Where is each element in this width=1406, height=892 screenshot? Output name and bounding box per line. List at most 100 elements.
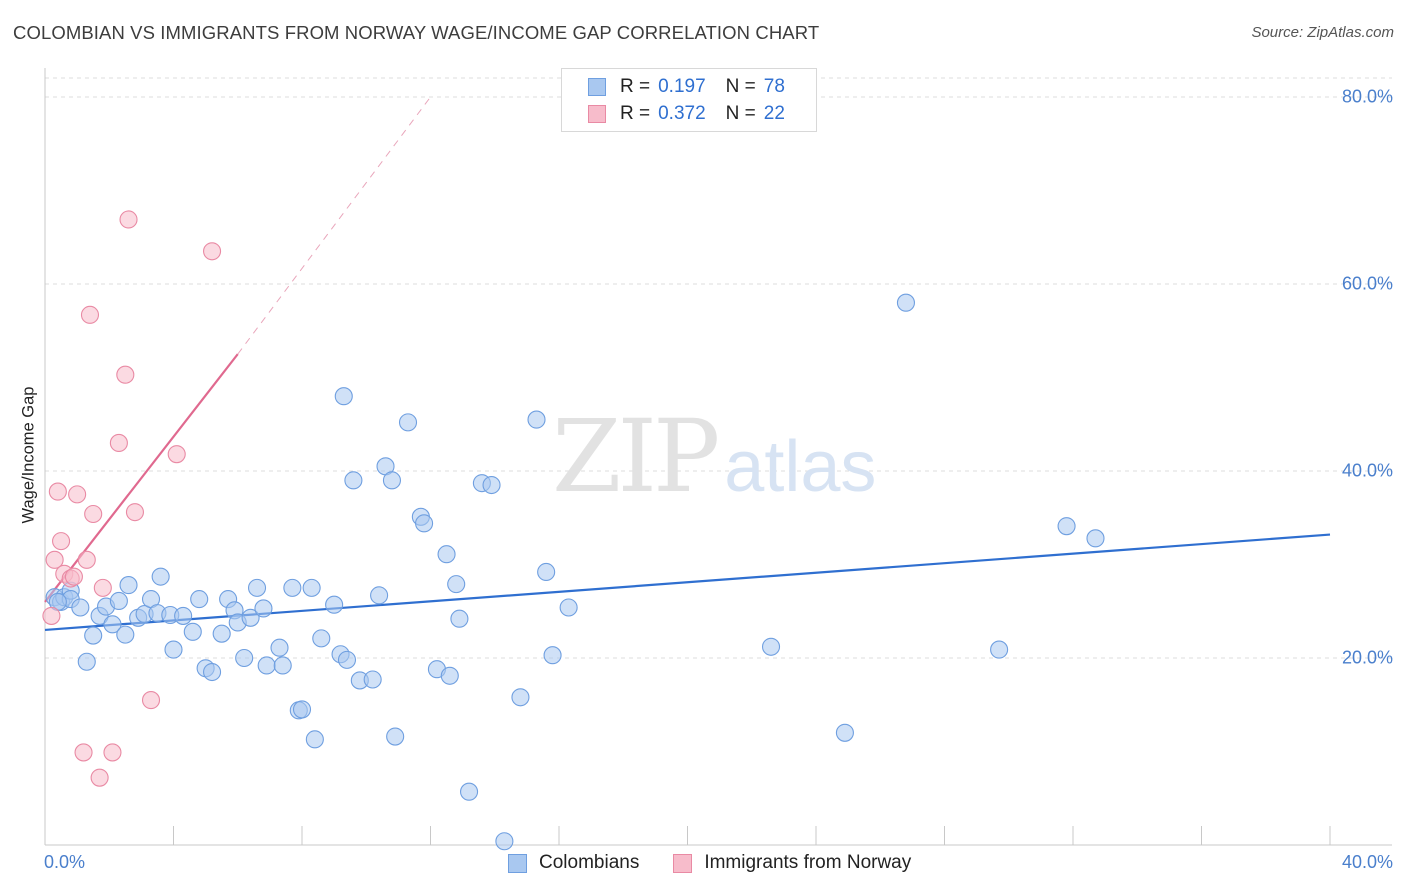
series-legend-colombians[interactable]: Colombians xyxy=(508,852,639,874)
series-label: Colombians xyxy=(539,852,640,873)
axes xyxy=(44,68,1392,846)
data-point xyxy=(990,640,1009,659)
data-point xyxy=(241,608,260,627)
data-point xyxy=(257,656,276,675)
legend-n-value: 22 xyxy=(763,103,785,124)
grid-lines xyxy=(45,77,1392,659)
data-point xyxy=(174,606,193,625)
data-point xyxy=(334,387,353,406)
data-point xyxy=(370,586,389,605)
data-point xyxy=(164,640,183,659)
data-point xyxy=(119,576,138,595)
trend-extension xyxy=(237,96,431,355)
data-point xyxy=(363,670,382,689)
y-tick-label: 80.0% xyxy=(1341,86,1393,107)
data-point xyxy=(203,242,222,261)
data-point xyxy=(84,504,103,524)
data-point xyxy=(71,598,90,617)
data-point xyxy=(80,305,100,324)
data-point xyxy=(896,293,916,312)
data-point xyxy=(125,503,144,522)
data-point xyxy=(254,599,273,618)
legend-r-value: 0.372 xyxy=(658,103,706,124)
data-point xyxy=(459,782,479,801)
data-point xyxy=(761,637,781,656)
data-point xyxy=(167,445,186,464)
data-point xyxy=(68,485,87,504)
legend-n-label: N = xyxy=(725,76,756,97)
trend-lines xyxy=(44,96,1331,632)
data-point xyxy=(93,578,112,597)
data-point xyxy=(235,648,254,668)
data-point xyxy=(527,410,546,429)
series-legend-norway[interactable]: Immigrants from Norway xyxy=(673,852,911,874)
data-point xyxy=(203,662,222,682)
data-point xyxy=(1057,517,1076,536)
data-point xyxy=(64,567,83,586)
legend-r-value: 0.197 xyxy=(658,76,706,97)
data-point xyxy=(482,475,501,495)
data-point xyxy=(386,727,405,746)
trend-line-immigrants-from-norway xyxy=(44,353,239,603)
legend-row-colombians: R = 0.197 N = 78 xyxy=(588,75,785,99)
series-swatch-blue xyxy=(508,853,527,873)
data-point xyxy=(312,629,331,648)
data-point xyxy=(292,700,312,719)
source-label: Source: ZipAtlas.com xyxy=(1251,24,1394,41)
data-point xyxy=(141,691,161,710)
data-point xyxy=(495,832,514,851)
series-label: Immigrants from Norway xyxy=(704,852,912,873)
data-point xyxy=(103,615,122,634)
data-point xyxy=(415,514,434,533)
legend-swatch-blue xyxy=(588,78,606,96)
data-point xyxy=(305,730,324,749)
data-point xyxy=(1086,529,1105,548)
data-point xyxy=(77,652,96,671)
data-point xyxy=(109,591,128,611)
data-point xyxy=(440,666,459,685)
data-point xyxy=(90,768,109,787)
y-tick-label: 40.0% xyxy=(1341,460,1393,481)
data-point xyxy=(273,656,292,675)
data-point xyxy=(283,578,302,597)
x-tick-label: 40.0% xyxy=(1341,852,1393,872)
series-legend: Colombians Immigrants from Norway xyxy=(508,852,945,874)
data-point xyxy=(398,413,418,432)
chart-title: COLOMBIAN VS IMMIGRANTS FROM NORWAY WAGE… xyxy=(13,22,820,43)
data-point xyxy=(537,562,556,582)
data-point xyxy=(543,646,562,665)
series-swatch-pink xyxy=(673,853,693,873)
data-point xyxy=(77,550,96,569)
data-point xyxy=(511,688,530,707)
data-point xyxy=(344,471,363,490)
legend-n-label: N = xyxy=(725,103,756,124)
legend-swatch-pink xyxy=(588,105,606,123)
data-point xyxy=(42,606,61,625)
data-point xyxy=(247,578,267,597)
legend-n-value: 78 xyxy=(763,76,785,97)
legend-r-label: R = xyxy=(620,76,651,97)
data-point xyxy=(109,433,128,453)
data-point xyxy=(450,609,469,628)
data-point xyxy=(559,598,578,617)
y-axis-label: Wage/Income Gap xyxy=(19,386,38,524)
data-point xyxy=(183,622,202,641)
y-tick-label: 60.0% xyxy=(1341,273,1393,294)
x-tick-label: 0.0% xyxy=(44,852,86,872)
data-point xyxy=(84,626,103,645)
data-point xyxy=(835,723,854,742)
data-point xyxy=(382,471,402,490)
data-point xyxy=(325,595,344,614)
data-points xyxy=(42,210,1105,851)
data-point xyxy=(190,590,209,609)
correlation-legend: R = 0.197 N = 78 R = 0.372 N = 22 xyxy=(561,68,817,132)
data-point xyxy=(74,743,93,762)
data-point xyxy=(437,545,456,564)
data-point xyxy=(119,210,138,229)
data-point xyxy=(337,650,357,669)
data-point xyxy=(116,365,135,384)
data-point xyxy=(447,575,466,594)
data-point xyxy=(270,638,289,657)
data-point xyxy=(116,625,135,644)
